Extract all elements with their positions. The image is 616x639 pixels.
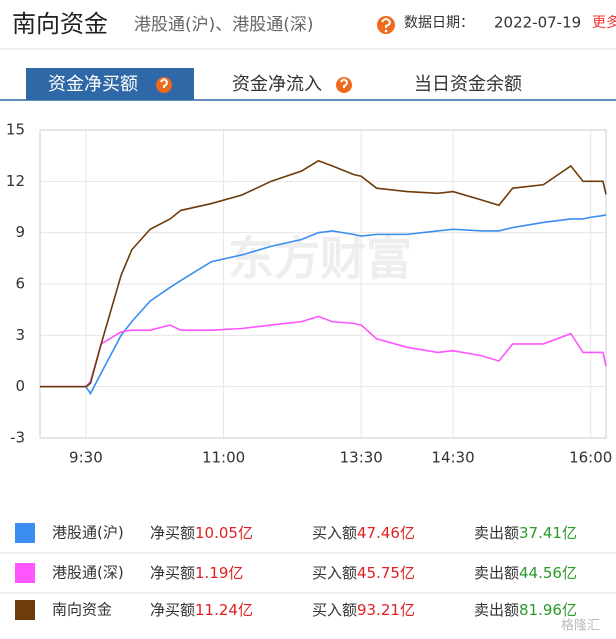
cell: 净买额11.24亿 <box>150 601 253 619</box>
cell: 净买额1.19亿 <box>150 564 243 582</box>
help-icon[interactable] <box>336 77 352 93</box>
series-line <box>40 315 607 388</box>
series-line <box>40 213 607 396</box>
cell: 卖出额81.96亿 <box>474 601 577 619</box>
y-tick-label: 0 <box>15 377 25 395</box>
cell-label: 买入额 <box>312 601 357 619</box>
cell-value: 11.24亿 <box>195 601 253 619</box>
row-name: 港股通(沪) <box>52 524 124 542</box>
legend-swatch <box>15 563 35 583</box>
help-icon[interactable] <box>156 77 172 93</box>
y-tick-label: 6 <box>15 275 25 293</box>
x-tick-label: 14:30 <box>431 449 474 467</box>
cell: 净买额10.05亿 <box>150 524 253 542</box>
row-name: 港股通(深) <box>52 564 124 582</box>
cell-value: 10.05亿 <box>195 524 253 542</box>
y-tick-label: 12 <box>6 172 25 190</box>
cell-value: 1.19亿 <box>195 564 243 582</box>
cell-value: 37.41亿 <box>519 524 577 542</box>
y-tick-label: 9 <box>15 223 25 241</box>
cell: 买入额45.75亿 <box>312 564 415 582</box>
y-tick-label: 15 <box>6 121 25 139</box>
cell: 卖出额44.56亿 <box>474 564 577 582</box>
cell-label: 买入额 <box>312 564 357 582</box>
cell-label: 卖出额 <box>474 564 519 582</box>
cell-label: 净买额 <box>150 601 195 619</box>
x-tick-label: 9:30 <box>69 449 103 467</box>
x-tick-label: 16:00 <box>569 449 612 467</box>
cell-value: 81.96亿 <box>519 601 577 619</box>
cell-label: 卖出额 <box>474 601 519 619</box>
footer-watermark: 格隆汇 <box>561 618 600 634</box>
legend-swatch <box>15 600 35 620</box>
cell: 卖出额37.41亿 <box>474 524 577 542</box>
date-label: 数据日期： <box>404 15 474 31</box>
cell: 买入额47.46亿 <box>312 524 415 542</box>
cell-label: 卖出额 <box>474 524 519 542</box>
tab[interactable]: 资金净买额 <box>48 74 138 95</box>
cell-label: 净买额 <box>150 524 195 542</box>
y-tick-label: -3 <box>10 429 25 447</box>
title: 南向资金 <box>12 10 108 38</box>
date: 2022-07-19 <box>494 14 581 32</box>
tab[interactable]: 当日资金余额 <box>414 74 522 95</box>
cell: 买入额93.21亿 <box>312 601 415 619</box>
cell-label: 买入额 <box>312 524 357 542</box>
help-icon[interactable] <box>377 16 395 34</box>
tab[interactable]: 资金净流入 <box>232 74 322 95</box>
plot-frame <box>39 129 607 439</box>
x-tick-label: 11:00 <box>202 449 245 467</box>
y-tick-label: 3 <box>15 326 25 344</box>
more-link[interactable]: 更多 <box>592 14 616 31</box>
cell-value: 45.75亿 <box>357 564 415 582</box>
cell-label: 净买额 <box>150 564 195 582</box>
watermark: 东方财富 <box>228 232 412 286</box>
x-tick-label: 13:30 <box>340 449 383 467</box>
cell-value: 93.21亿 <box>357 601 415 619</box>
subtitle: 港股通(沪)、港股通(深) <box>134 15 314 35</box>
cell-value: 44.56亿 <box>519 564 577 582</box>
cell-value: 47.46亿 <box>357 524 415 542</box>
chart: -3 0 3 6 9 12 15 9:30 11:00 13:30 14:30 16:00 <box>6 121 612 467</box>
legend-swatch <box>15 523 35 543</box>
series-line <box>40 159 607 388</box>
row-name: 南向资金 <box>52 601 112 619</box>
